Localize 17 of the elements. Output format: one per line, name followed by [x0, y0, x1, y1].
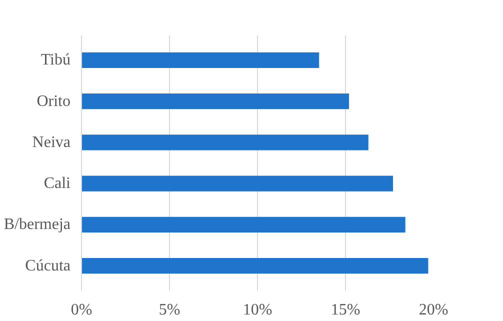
x-tick-label: 10% [242, 302, 272, 318]
bar [82, 258, 428, 274]
y-tick-label: Tibú [40, 52, 70, 69]
bar [82, 134, 368, 150]
y-tick-label: Neiva [32, 134, 70, 151]
x-tick-label: 15% [330, 302, 360, 318]
bar [82, 93, 350, 110]
x-tick-label: 20% [418, 302, 448, 318]
x-tick-label: 5% [158, 302, 180, 318]
y-tick-label: Cali [44, 175, 72, 192]
x-tick-label: 0% [70, 302, 92, 318]
y-tick-label: Orito [36, 92, 71, 110]
bar [82, 52, 320, 68]
bar [82, 216, 406, 233]
y-tick-label: B/bermeja [4, 216, 70, 234]
y-tick-label: Cúcuta [25, 257, 71, 274]
bar [82, 176, 394, 192]
